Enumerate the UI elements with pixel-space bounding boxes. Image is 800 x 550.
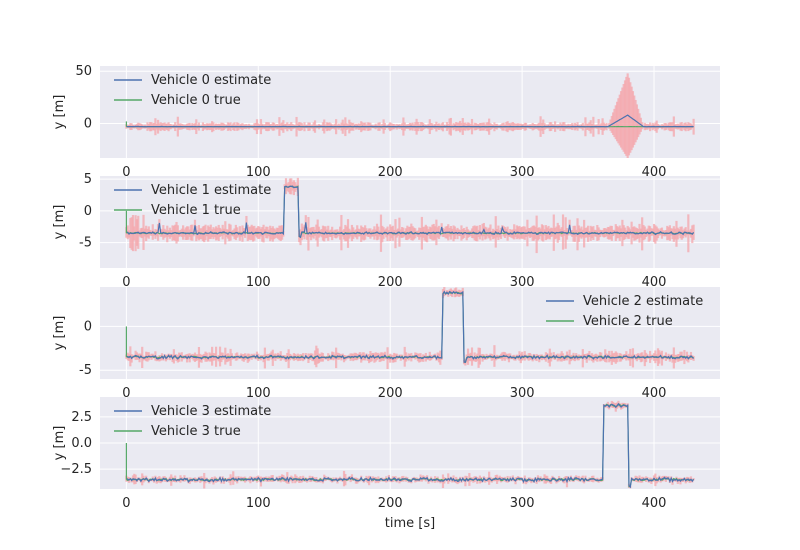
y-axis-label: y [m] <box>52 95 67 130</box>
series-line-estimate <box>126 185 695 239</box>
legend-entry: Vehicle 2 estimate <box>583 294 703 309</box>
axes-background <box>100 176 720 268</box>
y-tick-label: 0 <box>84 117 92 132</box>
plot-area <box>125 177 695 254</box>
y-axis-label: y [m] <box>52 205 67 240</box>
y-tick-label: 0 <box>84 204 92 219</box>
legend: Vehicle 2 estimate Vehicle 2 true <box>546 294 703 329</box>
x-tick-label: 0 <box>122 496 130 511</box>
subplot-3: 0 100 200 300 400 2.5 0.0 −2.5y [m] Vehicle 3 es… <box>52 397 720 511</box>
x-tick-label: 100 <box>246 496 271 511</box>
x-tick-label: 200 <box>378 496 403 511</box>
x-tick-label: 0 <box>122 165 130 180</box>
x-axis-label: time [s] <box>385 516 435 531</box>
y-tick-label: -5 <box>79 363 92 378</box>
series-line-estimate <box>126 290 694 363</box>
plot-area <box>125 400 695 489</box>
subplot-1: 0 100 200 300 400 5 0 -5 y [m] Vehicle 1 estimate… <box>52 172 720 290</box>
x-tick-label: 200 <box>378 275 403 290</box>
legend-entry: Vehicle 0 estimate <box>151 73 271 88</box>
x-tick-label: 100 <box>246 275 271 290</box>
series-line-estimate <box>126 114 694 128</box>
y-tick-label: 2.5 <box>71 410 92 425</box>
y-tick-label: 0 <box>84 319 92 334</box>
y-tick-label: −2.5 <box>60 462 92 477</box>
y-tick-label: 5 <box>84 172 92 187</box>
x-tick-label: 400 <box>642 275 667 290</box>
legend-entry: Vehicle 0 true <box>151 93 241 108</box>
x-tick-label: 300 <box>510 275 535 290</box>
y-axis-label: y [m] <box>52 316 67 351</box>
legend-entry: Vehicle 3 true <box>151 424 241 439</box>
plot-area <box>125 73 695 158</box>
x-tick-label: 400 <box>642 496 667 511</box>
y-tick-label: 0.0 <box>71 436 92 451</box>
legend: Vehicle 0 estimate Vehicle 0 true <box>114 73 271 108</box>
legend-entry: Vehicle 3 estimate <box>151 404 271 419</box>
y-tick-label: -5 <box>79 236 92 251</box>
x-tick-label: 300 <box>510 496 535 511</box>
x-tick-label: 0 <box>122 275 130 290</box>
legend-entry: Vehicle 1 true <box>151 203 241 218</box>
legend-entry: Vehicle 1 estimate <box>151 183 271 198</box>
legend-entry: Vehicle 2 true <box>583 314 673 329</box>
y-axis-label: y [m] <box>52 426 67 461</box>
legend: Vehicle 3 estimate Vehicle 3 true <box>114 404 271 439</box>
series-line-estimate <box>126 402 695 489</box>
x-tick-label: 0 <box>122 386 130 401</box>
y-tick-label: 50 <box>75 64 92 79</box>
plot-area <box>125 287 695 370</box>
legend: Vehicle 1 estimate Vehicle 1 true <box>114 183 271 218</box>
